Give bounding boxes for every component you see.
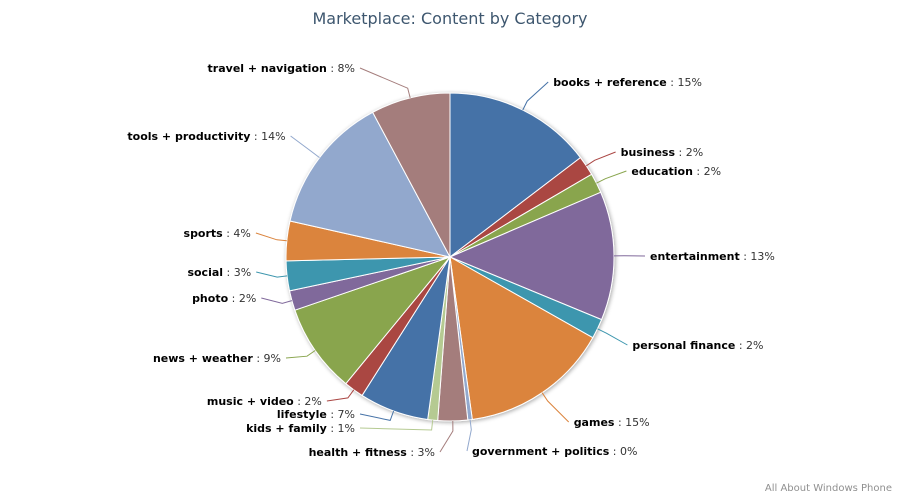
leader-line <box>290 135 320 158</box>
leader-line <box>359 67 411 99</box>
slice-label: games : 15% <box>574 416 650 429</box>
slice-label-value: : 7% <box>327 408 355 421</box>
slice-label-name: books + reference <box>553 76 667 89</box>
slice-label-name: music + video <box>207 395 294 408</box>
leader-line <box>256 271 288 278</box>
leader-line <box>261 297 293 304</box>
slice-label: photo : 2% <box>192 292 256 305</box>
slice-label-value: : 1% <box>327 422 355 435</box>
slice-label-name: personal finance <box>632 339 735 352</box>
slice-label: news + weather : 9% <box>153 352 281 365</box>
slice-label-value: : 2% <box>294 395 322 408</box>
slice-label: entertainment : 13% <box>650 250 775 263</box>
slice-label: business : 2% <box>621 146 704 159</box>
pie-slices <box>285 92 615 422</box>
pie-slice-entertainment[interactable] <box>449 191 615 321</box>
leader-line <box>597 328 628 346</box>
pie-slice-news-weather[interactable] <box>294 256 451 385</box>
slice-label-value: : 15% <box>667 76 702 89</box>
slice-label-value: : 9% <box>253 352 281 365</box>
slice-label-value: : 15% <box>614 416 649 429</box>
slice-label-value: : 0% <box>609 445 637 458</box>
slice-label-name: entertainment <box>650 250 740 263</box>
slice-label-value: : 13% <box>740 250 775 263</box>
slice-label-name: social <box>187 266 223 279</box>
leader-line <box>541 392 570 423</box>
leader-line <box>255 232 287 242</box>
leader-line <box>596 170 627 184</box>
leader-line <box>439 420 454 453</box>
slice-label: health + fitness : 3% <box>309 446 435 459</box>
slice-label-name: news + weather <box>153 352 253 365</box>
slice-label-value: : 2% <box>675 146 703 159</box>
slice-label-value: : 2% <box>693 165 721 178</box>
slice-label-value: : 2% <box>735 339 763 352</box>
slice-label-name: lifestyle <box>277 408 327 421</box>
pie-slice-books-reference[interactable] <box>449 92 581 258</box>
leader-line <box>285 350 316 359</box>
pie-slice-games[interactable] <box>449 256 594 420</box>
leader-line <box>586 151 616 167</box>
slice-label-name: photo <box>192 292 229 305</box>
slice-label-name: business <box>621 146 676 159</box>
slice-label-name: tools + productivity <box>127 130 250 143</box>
slice-label-value: : 3% <box>407 446 435 459</box>
slice-label-value: : 4% <box>223 227 251 240</box>
slice-label-name: games <box>574 416 615 429</box>
slice-label-name: education <box>631 165 693 178</box>
slice-label-value: : 3% <box>223 266 251 279</box>
slice-label-value: : 2% <box>228 292 256 305</box>
slice-label-name: travel + navigation <box>208 62 327 75</box>
slice-label: education : 2% <box>631 165 721 178</box>
slice-label-name: sports <box>184 227 224 240</box>
leader-line <box>326 389 355 402</box>
leader-line <box>522 81 549 111</box>
slice-label: government + politics : 0% <box>472 445 637 458</box>
slice-label: travel + navigation : 8% <box>208 62 355 75</box>
credit-text[interactable]: All About Windows Phone <box>765 483 892 494</box>
slice-label: personal finance : 2% <box>632 339 763 352</box>
slice-label-name: kids + family <box>246 422 327 435</box>
slice-label: books + reference : 15% <box>553 76 702 89</box>
pie-slice-travel-navigation[interactable] <box>372 92 451 258</box>
slice-label-value: : 14% <box>250 130 285 143</box>
slice-label: social : 3% <box>187 266 251 279</box>
pie-slice-tools-productivity[interactable] <box>289 111 451 258</box>
pie-labels: books + reference : 15%business : 2%educ… <box>127 62 774 459</box>
slice-label: music + video : 2% <box>207 395 322 408</box>
slice-label: lifestyle : 7% <box>277 408 355 421</box>
slice-label: kids + family : 1% <box>246 422 355 435</box>
slice-label: tools + productivity : 14% <box>127 130 285 143</box>
slice-label-name: government + politics <box>472 445 610 458</box>
leader-line <box>359 410 395 421</box>
slice-label: sports : 4% <box>184 227 251 240</box>
slice-label-name: health + fitness <box>309 446 408 459</box>
chart-title: Marketplace: Content by Category <box>312 9 587 28</box>
leader-line <box>359 420 434 431</box>
slice-label-value: : 8% <box>327 62 355 75</box>
leader-line <box>466 419 472 452</box>
